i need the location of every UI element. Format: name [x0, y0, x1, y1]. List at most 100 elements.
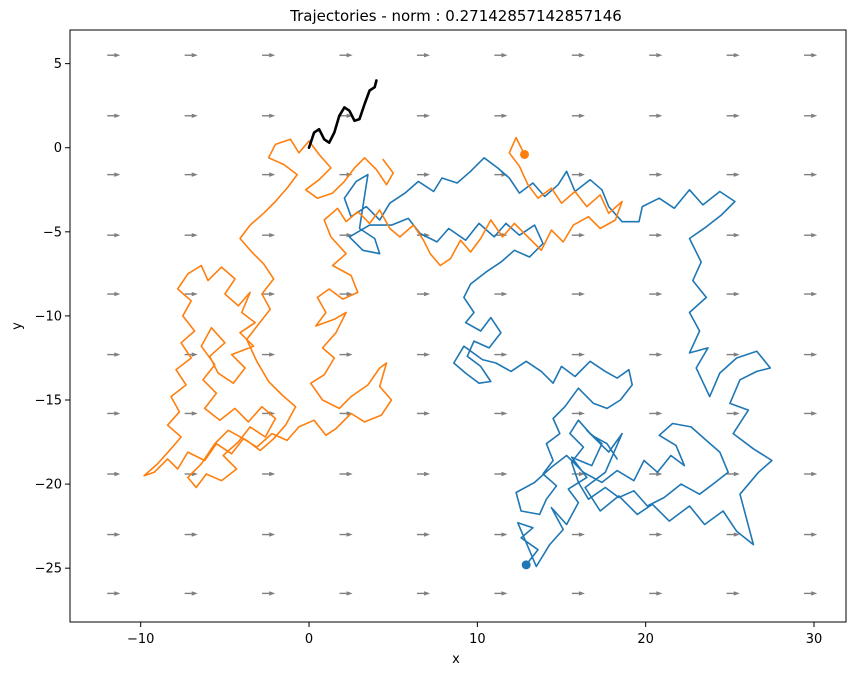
field-arrow — [416, 471, 431, 477]
field-arrow — [726, 532, 740, 537]
field-arrow — [184, 291, 198, 297]
field-arrow — [726, 471, 740, 477]
field-arrow — [571, 113, 585, 118]
field-arrow — [649, 591, 663, 596]
field-arrow — [804, 291, 818, 297]
field-arrow — [184, 591, 198, 596]
field-arrow — [339, 53, 353, 58]
field-arrow — [339, 591, 353, 596]
field-arrow — [107, 352, 121, 357]
field-arrow — [649, 532, 663, 537]
field-arrow — [571, 352, 585, 357]
field-arrow — [339, 352, 353, 357]
field-arrow — [339, 113, 353, 118]
vector-field — [107, 53, 818, 596]
field-arrow — [726, 291, 740, 297]
field-arrow — [416, 53, 431, 58]
field-arrow — [416, 591, 431, 596]
field-arrow — [107, 53, 121, 58]
field-arrow — [726, 591, 740, 596]
x-tick-label: −10 — [127, 632, 154, 647]
field-arrow — [339, 411, 353, 416]
field-arrow — [262, 113, 276, 118]
field-arrow — [726, 232, 740, 238]
field-arrow — [726, 172, 740, 177]
field-arrow — [262, 53, 276, 58]
field-arrow — [184, 172, 198, 177]
field-arrow — [726, 113, 740, 118]
y-tick-label: −15 — [35, 394, 62, 409]
field-arrow — [726, 411, 740, 416]
field-arrow — [804, 591, 818, 596]
field-arrow — [416, 411, 431, 416]
field-arrow — [804, 411, 818, 416]
y-tick-label: −10 — [35, 309, 62, 324]
chart-title: Trajectories - norm : 0.2714285714285714… — [289, 7, 622, 25]
plot-frame — [69, 29, 847, 623]
field-arrow — [339, 291, 353, 297]
trajectory-line-2 — [143, 136, 623, 489]
y-axis-ticks: 5 0 −5 −10 −15 −20 −25 — [35, 57, 70, 577]
field-arrow — [184, 532, 198, 537]
trajectory-start-marker-2 — [519, 149, 529, 159]
field-arrow — [262, 532, 276, 537]
field-arrow — [494, 411, 508, 416]
field-arrow — [494, 291, 508, 297]
field-arrow — [494, 113, 508, 118]
field-arrow — [649, 232, 663, 238]
field-arrow — [571, 172, 585, 177]
field-arrow — [416, 113, 431, 118]
x-tick-label: 10 — [469, 632, 486, 647]
x-tick-label: 0 — [305, 632, 313, 647]
field-arrow — [494, 471, 508, 477]
field-arrow — [571, 291, 585, 297]
field-arrow — [571, 232, 585, 238]
y-tick-label: 0 — [54, 141, 62, 156]
x-tick-label: 20 — [637, 632, 654, 647]
field-arrow — [804, 172, 818, 177]
field-arrow — [416, 291, 431, 297]
trajectory-line-1 — [343, 157, 773, 568]
field-arrow — [726, 352, 740, 357]
x-axis-label: x — [452, 652, 460, 667]
field-arrow — [184, 53, 198, 58]
field-arrow — [262, 471, 276, 477]
field-arrow — [339, 232, 353, 238]
field-arrow — [494, 352, 508, 357]
field-arrow — [262, 352, 276, 357]
field-arrow — [649, 172, 663, 177]
field-arrow — [804, 352, 818, 357]
field-arrow — [416, 172, 431, 177]
field-arrow — [804, 232, 818, 238]
field-arrow — [107, 411, 121, 416]
field-arrow — [571, 411, 585, 416]
field-arrow — [262, 232, 276, 238]
field-arrow — [262, 172, 276, 177]
trajectory-start-marker-1 — [521, 560, 531, 570]
y-axis-label: y — [10, 322, 25, 330]
x-axis-ticks: −10 0 10 20 30 — [127, 622, 822, 647]
field-arrow — [649, 291, 663, 297]
field-arrow — [339, 532, 353, 537]
field-arrow — [494, 53, 508, 58]
field-arrow — [804, 113, 818, 118]
field-arrow — [416, 532, 431, 537]
field-arrow — [649, 352, 663, 357]
field-arrow — [107, 532, 121, 537]
field-arrow — [107, 172, 121, 177]
field-arrow — [184, 232, 198, 238]
field-arrow — [107, 291, 121, 297]
field-arrow — [107, 471, 121, 477]
field-arrow — [184, 411, 198, 416]
field-arrow — [726, 53, 740, 58]
x-tick-label: 30 — [806, 632, 823, 647]
field-arrow — [107, 232, 121, 238]
field-arrow — [494, 532, 508, 537]
trajectory-line-3 — [307, 79, 378, 149]
field-arrow — [184, 113, 198, 118]
y-tick-label: −20 — [35, 478, 62, 493]
field-arrow — [107, 113, 121, 118]
field-arrow — [262, 291, 276, 297]
y-tick-label: 5 — [54, 57, 62, 72]
